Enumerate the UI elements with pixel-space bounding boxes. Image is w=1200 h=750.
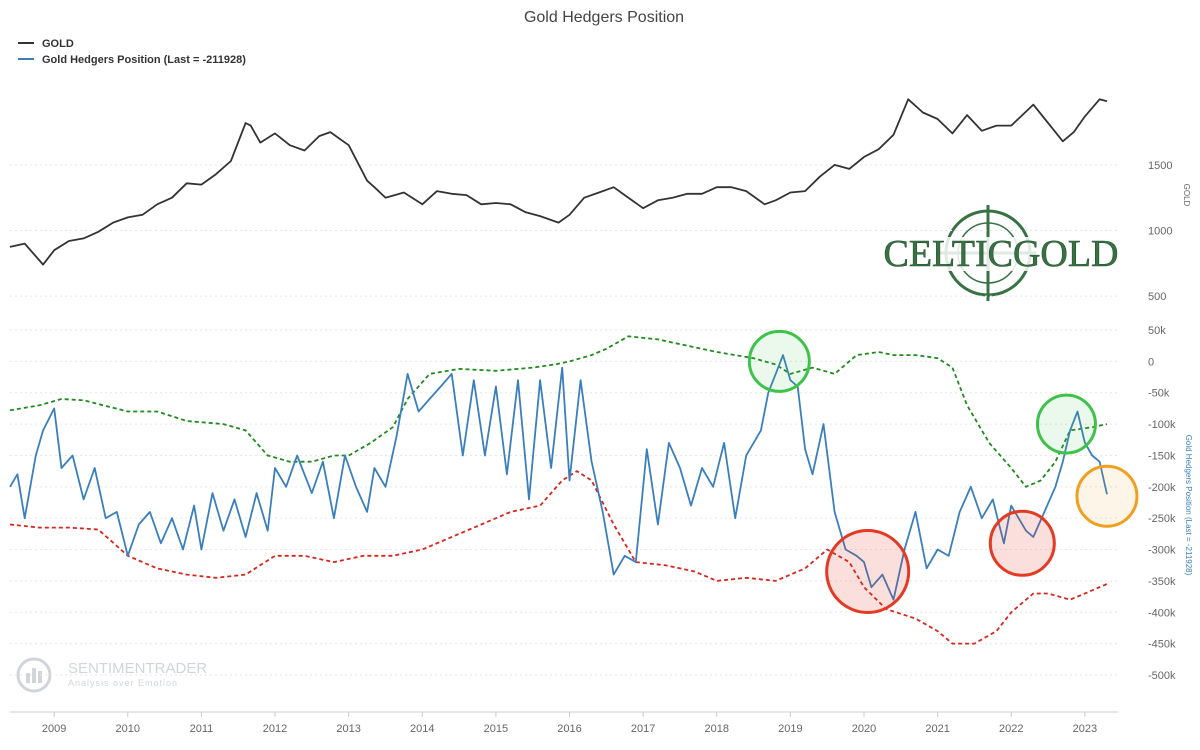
legend-label-gold: GOLD <box>42 38 74 50</box>
gold-tick-label: 1000 <box>1148 225 1172 237</box>
hedgers-tick-label: -500k <box>1148 670 1176 682</box>
x-tick-label: 2022 <box>999 723 1023 735</box>
series-layer <box>9 98 1108 601</box>
legend: GOLD Gold Hedgers Position (Last = -2119… <box>18 38 246 66</box>
hedgers-tick-label: -300k <box>1148 545 1176 557</box>
x-tick-label: 2018 <box>705 723 729 735</box>
hedgers-tick-label: -50k <box>1148 388 1170 400</box>
celtic-logo-backdrop <box>892 237 1112 271</box>
upper-band-line <box>9 335 1108 488</box>
x-tick-label: 2019 <box>778 723 802 735</box>
x-tick-label: 2014 <box>410 723 434 735</box>
chart-title: Gold Hedgers Position <box>524 9 684 26</box>
hedgers-tick-label: -250k <box>1148 513 1176 525</box>
green-highlight-circle <box>747 329 811 393</box>
hedgers-tick-label: -450k <box>1148 639 1176 651</box>
hedgers-tick-label: -400k <box>1148 607 1176 619</box>
annotations-layer <box>747 329 1139 614</box>
x-tick-label: 2021 <box>925 723 949 735</box>
celticgold-logo: CELTICGOLD <box>883 205 1119 301</box>
x-tick-label: 2011 <box>190 723 214 735</box>
gold-axis-ticks: 1500 1000 500 <box>1148 160 1172 303</box>
x-tick-label: 2017 <box>631 723 655 735</box>
hedgers-tick-label: -200k <box>1148 482 1176 494</box>
celticgold-wordmark: CELTICGOLD <box>883 233 1118 275</box>
hedgers-tick-label: 0 <box>1148 356 1154 368</box>
hedgers-position-line <box>9 354 1108 601</box>
sentimentrader-icon-bar-3 <box>38 671 42 683</box>
x-tick-label: 2012 <box>263 723 287 735</box>
x-tick-label: 2013 <box>336 723 360 735</box>
x-tick-label: 2009 <box>42 723 66 735</box>
gold-axis-title: GOLD <box>1182 184 1191 207</box>
sentimentrader-icon-bar-2 <box>32 668 36 683</box>
legend-label-hedgers: Gold Hedgers Position (Last = -211928) <box>42 54 246 66</box>
red-highlight-circle <box>988 509 1056 577</box>
orange-highlight-circle <box>1075 464 1139 528</box>
hedgers-tick-label: 50k <box>1148 325 1166 337</box>
x-tick-label: 2010 <box>116 723 140 735</box>
lower-band-line <box>9 470 1108 645</box>
gold-price-line <box>9 98 1108 266</box>
x-tick-label: 2023 <box>1073 723 1097 735</box>
hedgers-tick-label: -350k <box>1148 576 1176 588</box>
x-tick-label: 2016 <box>557 723 581 735</box>
sentimentrader-icon-bar-1 <box>26 673 30 683</box>
bands-layer <box>9 335 1108 645</box>
hedgers-tick-label: -100k <box>1148 419 1176 431</box>
x-axis-ticks: 2009 2010 2011 2012 2013 2014 2015 2016 2017 2018… <box>42 712 1097 735</box>
hedgers-axis-ticks: 50k 0 -50k -100k -150k -200k -250k -300k -350k -4… <box>1148 325 1176 682</box>
sentimentrader-tagline: Analysis over Emotion <box>68 678 178 688</box>
x-tick-label: 2015 <box>484 723 508 735</box>
gold-tick-label: 1500 <box>1148 160 1172 172</box>
hedgers-tick-label: -150k <box>1148 450 1176 462</box>
red-highlight-circle <box>825 529 911 614</box>
hedgers-axis-title: Gold Hedgers Position (Last = -211928) <box>1184 435 1193 576</box>
green-highlight-circle <box>1035 393 1097 455</box>
gold-tick-label: 500 <box>1148 291 1166 303</box>
x-tick-label: 2020 <box>852 723 876 735</box>
sentimentrader-wordmark: SENTIMENTRADER <box>68 660 207 677</box>
